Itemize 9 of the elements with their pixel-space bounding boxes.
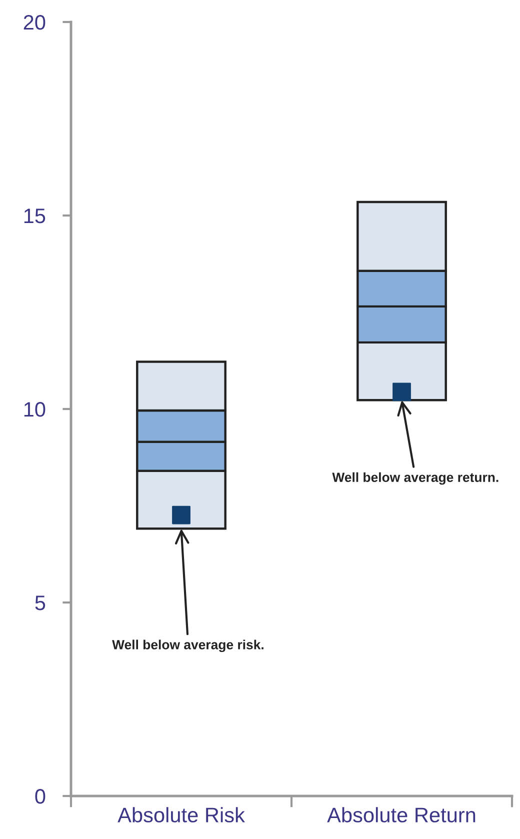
x-tick-label: Absolute Risk xyxy=(118,807,245,822)
y-tick-label: 10 xyxy=(24,402,46,417)
annotation: Well below average risk. xyxy=(112,640,264,652)
y-tick-label: 5 xyxy=(35,596,46,610)
y-tick-label: 15 xyxy=(24,208,46,224)
annotation: Well below average return. xyxy=(332,472,498,485)
y-tick-label: 20 xyxy=(24,15,46,30)
x-tick-label: Absolute Return xyxy=(327,807,476,822)
y-tick-label: 0 xyxy=(35,789,46,804)
